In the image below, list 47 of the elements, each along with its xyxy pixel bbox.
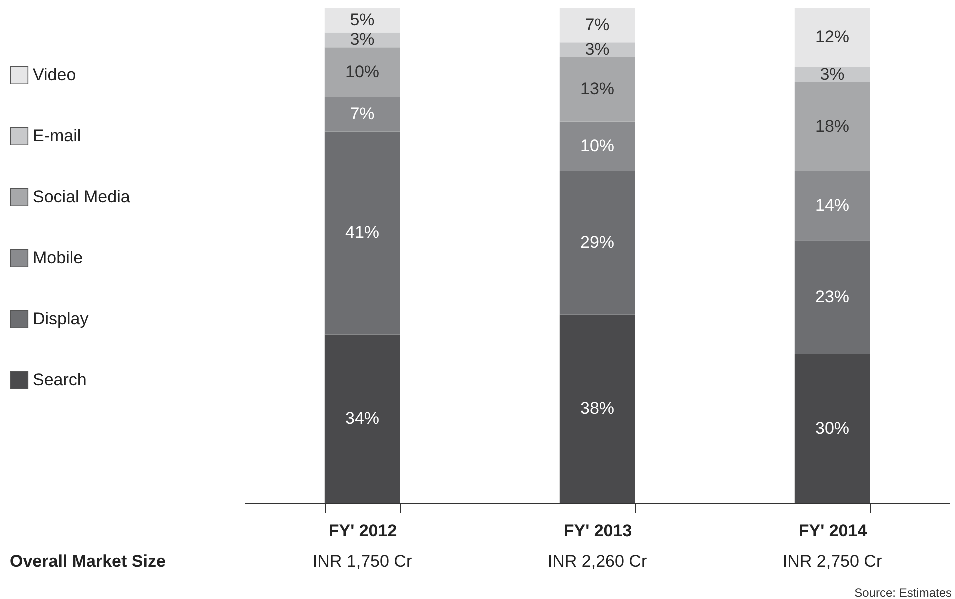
bar bbox=[560, 122, 636, 172]
data-label: 10% bbox=[580, 136, 615, 156]
data-label: 30% bbox=[815, 418, 850, 438]
data-label: 7% bbox=[350, 104, 375, 124]
data-label: 18% bbox=[815, 116, 850, 136]
data-label: 29% bbox=[580, 233, 615, 252]
data-label: 5% bbox=[350, 10, 375, 30]
text: INR 2,750 Cr bbox=[782, 552, 882, 571]
bar bbox=[794, 240, 870, 354]
source-note: Source: Estimates bbox=[854, 586, 952, 599]
bar bbox=[324, 8, 400, 33]
bar bbox=[324, 334, 400, 503]
data-label: 41% bbox=[345, 223, 380, 242]
legend-label: Social Media bbox=[33, 188, 131, 206]
data-label: 12% bbox=[815, 28, 850, 47]
bar bbox=[794, 354, 870, 503]
bar bbox=[794, 171, 870, 241]
data-label: 13% bbox=[580, 80, 615, 99]
bar bbox=[560, 314, 636, 503]
bar bbox=[794, 8, 870, 68]
bar bbox=[794, 82, 870, 172]
bar bbox=[324, 48, 400, 98]
data-label: 3% bbox=[585, 40, 610, 60]
x-tick-label: FY' 2012 bbox=[328, 522, 398, 540]
bar bbox=[324, 97, 400, 132]
legend-label: Search bbox=[33, 370, 87, 390]
bar bbox=[324, 132, 400, 335]
x-tick-label: FY' 2013 bbox=[564, 522, 632, 540]
legend-label: Display bbox=[33, 310, 90, 328]
legend-label: E-mail bbox=[33, 126, 82, 146]
data-label: 10% bbox=[345, 62, 380, 82]
data-label: 3% bbox=[820, 64, 845, 84]
text: INR 2,260 Cr bbox=[548, 552, 648, 571]
legend-label: Mobile bbox=[33, 248, 84, 268]
bar bbox=[560, 8, 636, 43]
x-tick-label: FY' 2014 bbox=[798, 522, 868, 540]
data-label: 7% bbox=[585, 15, 610, 34]
bar bbox=[560, 171, 636, 315]
bar bbox=[560, 58, 636, 122]
legend-label: Video bbox=[33, 66, 76, 84]
text: INR 1,750 Cr bbox=[312, 552, 412, 571]
data-label: 3% bbox=[350, 30, 375, 50]
data-label: 34% bbox=[345, 408, 380, 428]
data-label: 23% bbox=[815, 288, 850, 307]
data-label: 14% bbox=[815, 196, 850, 215]
text: Overall Market Size bbox=[10, 552, 166, 571]
data-label: 38% bbox=[580, 398, 615, 418]
